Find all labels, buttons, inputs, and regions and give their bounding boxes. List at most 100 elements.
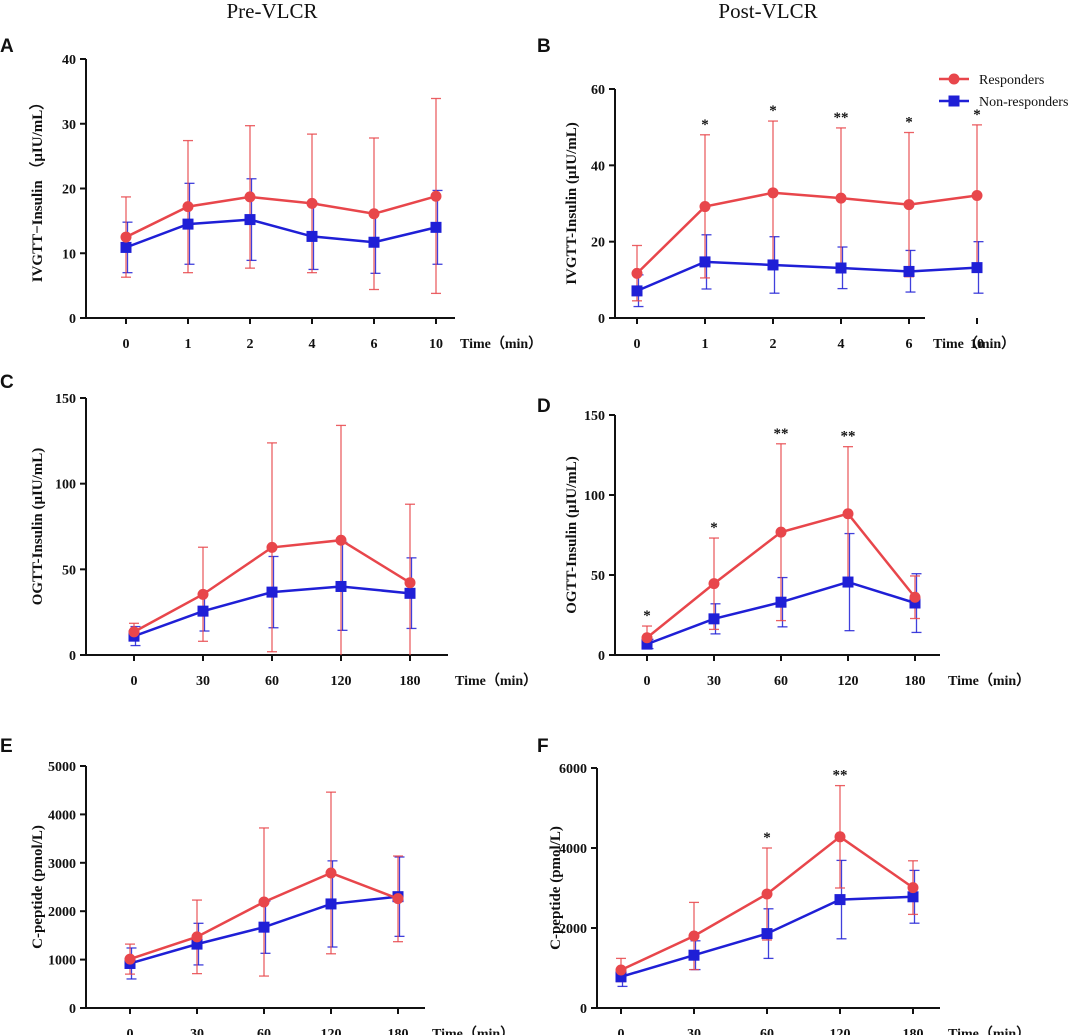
x-tick-label-c: 30 [196, 674, 210, 689]
data-point-responders-a [368, 208, 380, 220]
data-point-non-responders-f [834, 894, 846, 906]
y-tick-label-b: 60 [591, 83, 605, 98]
y-axis-label-b: IVGTT-Insulin (μIU/mL) [564, 122, 580, 285]
data-point-responders-e [258, 896, 270, 908]
x-axis-label-e: Time（min） [432, 1026, 514, 1035]
x-tick-label-a: 1 [185, 337, 192, 352]
x-tick-label-f: 180 [903, 1027, 924, 1035]
x-tick-label-c: 120 [331, 674, 352, 689]
data-point-responders-b [903, 199, 915, 211]
data-point-responders-e [191, 931, 203, 943]
x-tick-label-d: 180 [905, 674, 926, 689]
x-tick-label-d: 60 [774, 674, 788, 689]
y-axis-label-f: C-peptide (pmol/L) [548, 826, 564, 950]
y-tick-label-c: 0 [69, 649, 76, 664]
y-tick-label-e: 0 [69, 1002, 76, 1017]
x-tick-label-a: 4 [309, 337, 316, 352]
x-tick-label-b: 10 [970, 337, 984, 352]
legend-non-responders-marker [948, 95, 960, 107]
y-tick-label-d: 150 [584, 409, 605, 424]
y-tick-label-f: 2000 [559, 922, 587, 937]
data-point-non-responders-a [120, 241, 132, 253]
x-tick-label-a: 0 [123, 337, 130, 352]
data-point-responders-c [128, 626, 140, 638]
data-point-non-responders-b [903, 265, 915, 277]
data-point-non-responders-a [244, 214, 256, 226]
x-axis-label-a: Time（min） [460, 336, 542, 352]
x-tick-label-d: 0 [644, 674, 651, 689]
data-point-responders-d [842, 508, 854, 520]
data-point-responders-f [688, 930, 700, 942]
x-tick-label-e: 60 [257, 1027, 271, 1035]
column-title-pre: Pre-VLCR [227, 0, 318, 23]
y-tick-label-d: 100 [584, 489, 605, 504]
y-tick-label-d: 0 [598, 649, 605, 664]
data-point-responders-c [266, 541, 278, 553]
data-point-non-responders-d [842, 576, 854, 588]
y-axis-label-a: IVGTT−Insulin （μIU/mL） [28, 95, 46, 283]
series-line-responders-a [125, 195, 437, 239]
data-point-responders-f [834, 831, 846, 843]
data-point-responders-b [631, 267, 643, 279]
data-point-non-responders-b [835, 262, 847, 274]
x-axis-label-c: Time（min） [455, 673, 537, 689]
series-line-non-responders-a [125, 218, 437, 249]
data-point-non-responders-a [430, 221, 442, 233]
x-axis-label-b: Time（min） [933, 336, 1015, 352]
panel-e: E 0 1000 2000 3000 4000 5000 0 30 60 120 180 Time（mi… [0, 736, 514, 1035]
data-point-responders-f [907, 882, 919, 894]
data-point-responders-b [835, 192, 847, 204]
y-tick-label-e: 2000 [48, 905, 76, 920]
significance-marker-f: * [763, 830, 771, 846]
y-tick-label-d: 50 [591, 569, 605, 584]
x-axis-label-f: Time（min） [948, 1026, 1030, 1035]
y-tick-label-f: 0 [580, 1002, 587, 1017]
data-point-non-responders-a [368, 236, 380, 248]
significance-marker-d: * [643, 608, 651, 624]
significance-marker-b: * [701, 117, 709, 133]
data-point-non-responders-a [182, 218, 194, 230]
data-point-non-responders-d [775, 596, 787, 608]
data-point-non-responders-c [335, 580, 347, 592]
panel-c: C 0 50 100 150 0 30 60 120 180 Time（min） OGTT-Insul… [0, 372, 537, 689]
panel-letter-a: A [0, 36, 14, 57]
x-tick-label-e: 180 [388, 1027, 409, 1035]
y-tick-label-a: 20 [62, 183, 76, 198]
x-tick-label-e: 0 [127, 1027, 134, 1035]
y-axis-label-d: OGTT-Insulin (μIU/mL) [564, 456, 580, 614]
data-point-responders-b [767, 187, 779, 199]
data-point-non-responders-b [699, 256, 711, 268]
significance-marker-b: * [769, 103, 777, 119]
series-line-responders-b [636, 191, 978, 275]
panel-letter-b: B [537, 36, 551, 57]
legend-responders-label: Responders [979, 73, 1044, 88]
data-point-responders-b [971, 189, 983, 201]
panel-d: D 0 50 100 150 0 30 60 120 180 Time（min） OGTT-Insul… [537, 396, 1030, 689]
y-tick-label-a: 30 [62, 118, 76, 133]
y-tick-label-f: 4000 [559, 842, 587, 857]
x-tick-label-b: 0 [634, 337, 641, 352]
data-point-non-responders-b [971, 262, 983, 274]
data-point-responders-b [699, 201, 711, 213]
x-axis-label-d: Time（min） [948, 673, 1030, 689]
data-point-non-responders-b [767, 259, 779, 271]
data-point-responders-a [120, 231, 132, 243]
data-point-non-responders-f [907, 891, 919, 903]
data-point-responders-d [708, 578, 720, 590]
panel-letter-c: C [0, 372, 14, 393]
data-point-responders-a [182, 201, 194, 213]
y-tick-label-b: 40 [591, 159, 605, 174]
y-tick-label-a: 0 [69, 312, 76, 327]
panel-letter-e: E [0, 736, 13, 757]
x-tick-label-a: 2 [247, 337, 254, 352]
y-axis-label-e: C-peptide (pmol/L) [30, 825, 46, 949]
data-point-responders-d [641, 632, 653, 644]
data-point-responders-d [775, 526, 787, 538]
legend-responders-marker [948, 73, 960, 85]
x-tick-label-a: 10 [429, 337, 443, 352]
data-point-responders-d [909, 591, 921, 603]
data-point-non-responders-c [266, 586, 278, 598]
data-point-non-responders-d [641, 638, 653, 650]
